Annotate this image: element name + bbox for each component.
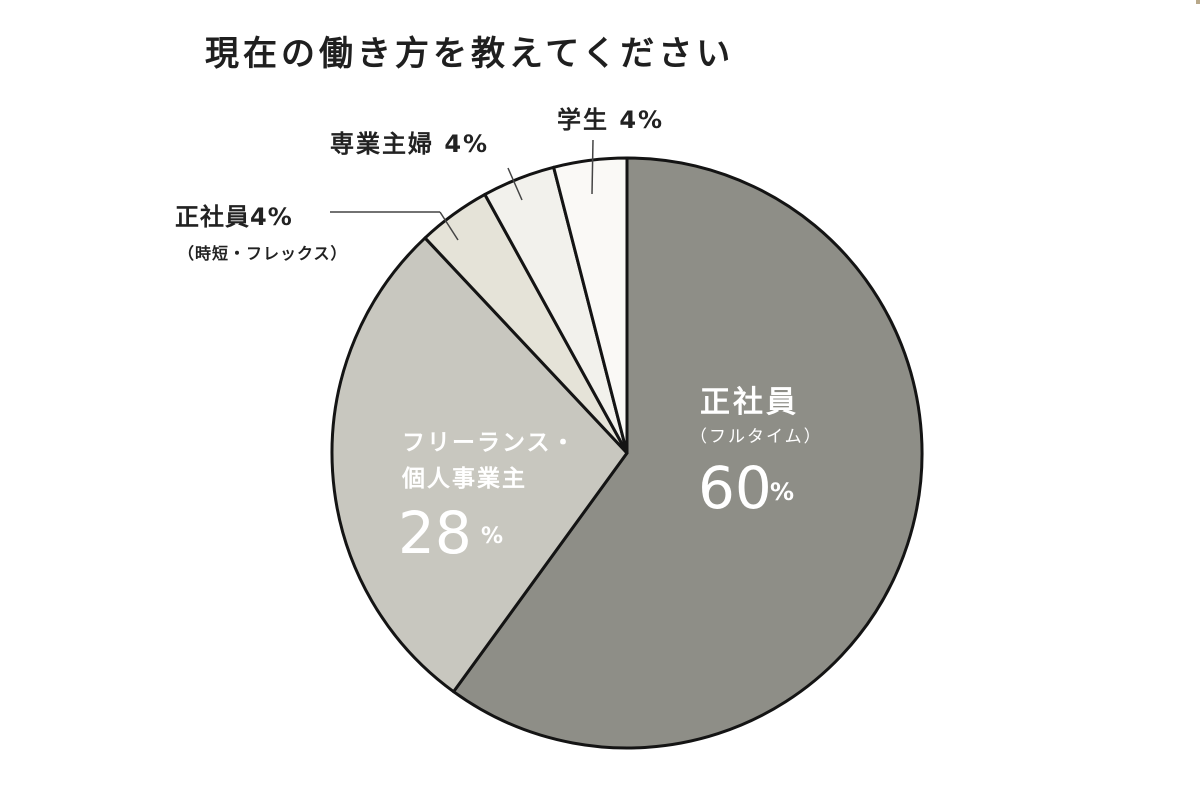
label-fulltime-sub: （フルタイム）: [690, 427, 823, 447]
label-freelance-unit: %: [481, 524, 503, 549]
slice-fulltime: [452, 156, 924, 750]
leader-line-student: [591, 139, 594, 195]
label-fulltime-category: 正社員: [700, 385, 799, 420]
label-parttime-sub: （時短・フレックス）: [178, 244, 348, 263]
chart-title: 現在の働き方を教えてください: [205, 34, 735, 74]
slice-student: [552, 156, 629, 455]
label-housewife: 専業主婦 4%: [330, 130, 489, 158]
label-freelance-value: 28: [398, 499, 472, 567]
label-freelance-line2: 個人事業主: [401, 465, 527, 492]
leader-line-parttime-tick: [439, 211, 459, 241]
label-fulltime-value: 60: [698, 454, 772, 522]
pie-slices: [330, 156, 924, 750]
label-fulltime-unit: %: [770, 478, 794, 506]
label-freelance-line1: フリーランス・: [402, 430, 577, 456]
label-parttime-category: 正社員4%: [175, 203, 293, 231]
slice-freelance: [330, 236, 629, 694]
leader-line-housewife: [507, 167, 523, 201]
label-student: 学生 4%: [557, 106, 664, 134]
corner-mark: [1196, 0, 1200, 4]
